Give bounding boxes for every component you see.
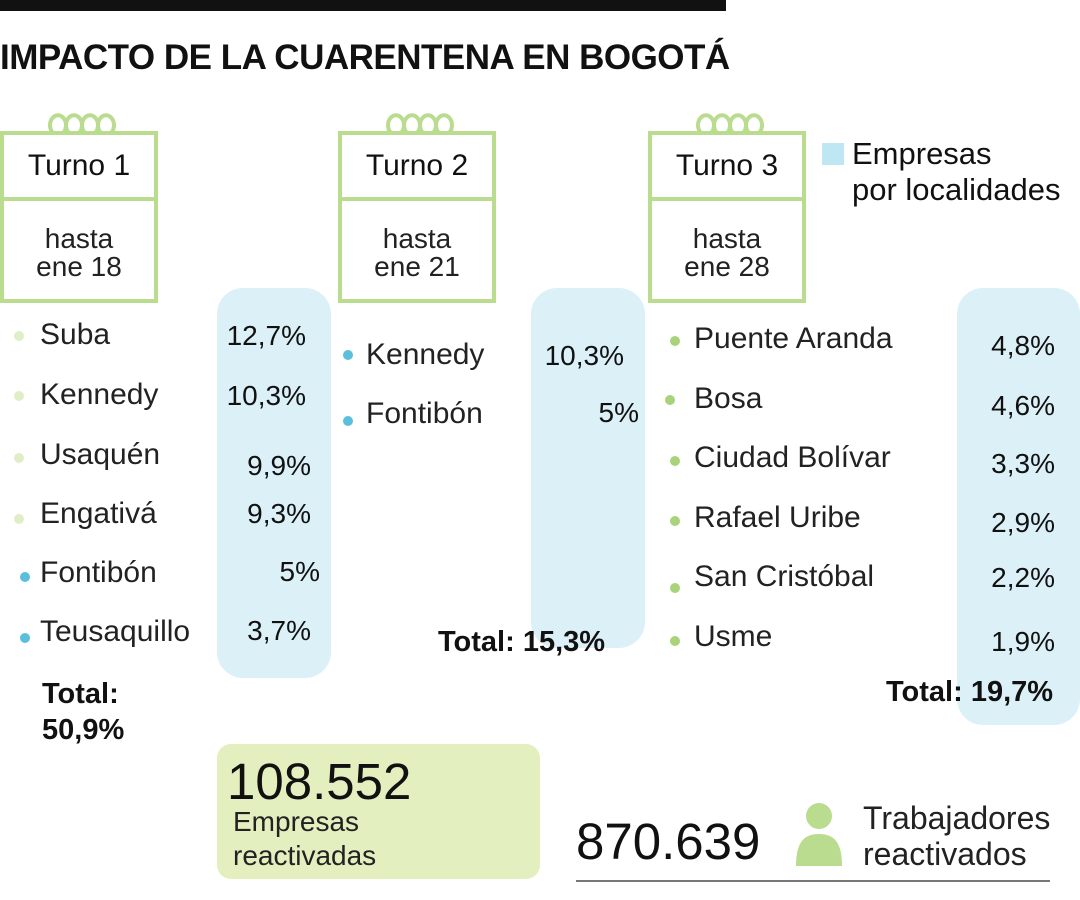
- list-item-name: Engativá: [40, 497, 157, 530]
- turno3-until-date: ene 28: [684, 251, 770, 282]
- turno1-total-label: Total:: [42, 678, 119, 710]
- turno1-until: hasta: [44, 223, 114, 254]
- bullet-green-icon: [665, 395, 675, 405]
- turno1-until-date: ene 18: [36, 251, 122, 282]
- list-item-pct: 4,6%: [991, 390, 1055, 421]
- trabajadores-caption: Trabajadores reactivados: [863, 800, 1050, 872]
- list-item-name: Kennedy: [366, 338, 485, 371]
- bullet-green-icon: [14, 514, 24, 524]
- legend-swatch: [822, 143, 844, 165]
- list-item-pct: 4,8%: [991, 330, 1055, 361]
- list-item-pct: 2,2%: [991, 562, 1055, 593]
- list-item-pct: 3,7%: [247, 615, 311, 646]
- list-item-name: Fontibón: [366, 397, 483, 430]
- bullet-green-icon: [670, 336, 680, 346]
- empresas-caption-2: reactivadas: [233, 840, 377, 871]
- trabajadores-caption-2: reactivados: [863, 836, 1027, 872]
- empresas-caption-1: Empresas: [233, 806, 360, 837]
- binder-rings-icon: [48, 113, 116, 135]
- list-item-name: Bosa: [694, 382, 763, 415]
- trabajadores-value: 870.639: [576, 813, 761, 870]
- turno2-total: Total: 15,3%: [438, 626, 606, 658]
- list-item-pct: 9,3%: [247, 498, 311, 529]
- bullet-green-icon: [670, 583, 680, 593]
- list-item-pct: 10,3%: [544, 340, 624, 371]
- turno2-panel: [531, 288, 645, 648]
- turno2-label: Turno 2: [342, 135, 492, 201]
- turno3-date: hasta ene 28: [652, 201, 802, 281]
- turno2-until: hasta: [382, 223, 452, 254]
- person-icon: [796, 803, 842, 866]
- list-item-pct: 5%: [279, 556, 320, 587]
- turno1-panel: [217, 288, 331, 678]
- list-item-pct: 1,9%: [991, 626, 1055, 657]
- turno1-date: hasta ene 18: [4, 201, 154, 281]
- list-item-name: Fontibón: [40, 556, 157, 589]
- turno2-ticket: Turno 2 hasta ene 21: [338, 113, 496, 303]
- list-item-pct: 5%: [598, 397, 639, 428]
- list-item-name: Kennedy: [40, 378, 159, 411]
- binder-rings-icon: [386, 113, 454, 135]
- empresas-caption: Empresas reactivadas: [233, 805, 376, 873]
- list-item-name: San Cristóbal: [694, 560, 875, 593]
- bullet-green-icon: [670, 456, 680, 466]
- list-item-pct: 10,3%: [226, 380, 306, 411]
- turno1-total-value: 50,9%: [42, 714, 125, 746]
- legend-line-1: Empresas: [852, 136, 992, 171]
- turno1-total: Total: 50,9%: [42, 676, 124, 748]
- bullet-green-icon: [14, 453, 24, 463]
- divider: [576, 880, 1050, 882]
- list-item-pct: 9,9%: [247, 450, 311, 481]
- list-item-pct: 12,7%: [226, 320, 306, 351]
- empresas-box: [217, 744, 540, 879]
- bullet-blue-icon: [20, 633, 30, 643]
- turno2-until-date: ene 21: [374, 251, 460, 282]
- list-item-name: Rafael Uribe: [694, 501, 861, 534]
- turno3-ticket: Turno 3 hasta ene 28: [648, 113, 806, 303]
- bullet-green-icon: [670, 636, 680, 646]
- list-item-name: Usme: [694, 620, 773, 653]
- bullet-blue-icon: [343, 350, 353, 360]
- list-item-name: Puente Aranda: [694, 322, 893, 355]
- bullet-green-icon: [14, 391, 24, 401]
- turno1-label: Turno 1: [4, 135, 154, 201]
- list-item-name: Usaquén: [40, 438, 161, 471]
- turno3-panel: [957, 288, 1080, 725]
- bullet-blue-icon: [343, 416, 353, 426]
- bullet-blue-icon: [20, 572, 30, 582]
- bullet-green-icon: [670, 516, 680, 526]
- turno1-ticket: Turno 1 hasta ene 18: [0, 113, 158, 303]
- list-item-name: Ciudad Bolívar: [694, 441, 891, 474]
- list-item-pct: 2,9%: [991, 507, 1055, 538]
- list-item-name: Teusaquillo: [40, 615, 191, 648]
- turno3-total: Total: 19,7%: [886, 676, 1054, 708]
- binder-rings-icon: [696, 113, 764, 135]
- trabajadores-caption-1: Trabajadores: [863, 800, 1051, 836]
- list-item-pct: 3,3%: [991, 448, 1055, 479]
- list-item-name: Suba: [40, 318, 111, 351]
- empresas-value: 108.552: [227, 753, 412, 810]
- bullet-green-icon: [14, 331, 24, 341]
- top-rule: [0, 0, 726, 11]
- turno3-until: hasta: [692, 223, 762, 254]
- legend-line-2: por localidades: [852, 172, 1061, 207]
- page-title: IMPACTO DE LA CUARENTENA EN BOGOTÁ: [0, 38, 730, 77]
- turno2-date: hasta ene 21: [342, 201, 492, 281]
- turno3-label: Turno 3: [652, 135, 802, 201]
- legend-label: Empresas por localidades: [852, 136, 1061, 208]
